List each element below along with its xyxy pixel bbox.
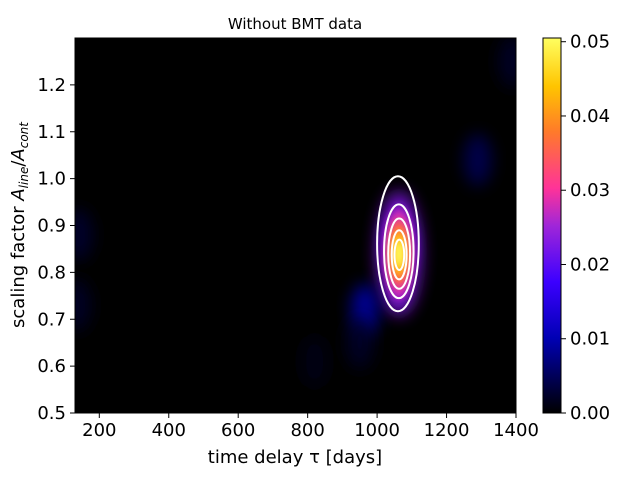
x-tick-label: 600 — [221, 420, 255, 441]
contour-line — [390, 229, 408, 281]
density-blob — [300, 335, 329, 388]
y-axis-ticks: 0.5 0.6 0.7 0.8 0.9 1.0 1.1 1.2 — [37, 75, 75, 424]
y-tick-label: 1.2 — [37, 75, 66, 96]
x-tick-label: 200 — [82, 420, 116, 441]
y-tick-label: 0.6 — [37, 356, 66, 377]
x-tick-label: 800 — [290, 420, 324, 441]
contour-line — [393, 238, 406, 272]
density-core — [393, 239, 404, 268]
contour-line — [383, 203, 415, 300]
colorbar-tick-label: 0.02 — [570, 254, 610, 275]
density-blob — [463, 133, 492, 186]
density-blob — [498, 38, 516, 88]
colorbar — [542, 37, 562, 414]
density-blob — [75, 208, 93, 261]
chart-title: Without BMT data — [228, 15, 362, 33]
y-tick-label: 1.1 — [37, 122, 66, 143]
density-blob — [345, 316, 374, 369]
y-tick-label: 0.8 — [37, 262, 66, 283]
colorbar-ticks: 0.00 0.01 0.02 0.03 0.04 0.05 — [561, 32, 610, 424]
y-tick-label: 0.9 — [37, 216, 66, 237]
density-blob — [75, 279, 91, 332]
x-tick-label: 1200 — [424, 420, 470, 441]
colorbar-tick-label: 0.05 — [570, 32, 610, 53]
colorbar-tick-label: 0.03 — [570, 180, 610, 201]
contour-lines — [376, 175, 420, 313]
y-tick-label: 0.7 — [37, 309, 66, 330]
x-axis-label: time delay τ [days] — [208, 447, 382, 468]
colorbar-tick-label: 0.04 — [570, 106, 610, 127]
x-tick-label: 400 — [152, 420, 186, 441]
x-tick-label: 1000 — [354, 420, 400, 441]
colorbar-tick-label: 0.00 — [570, 403, 610, 424]
y-tick-label: 0.5 — [37, 403, 66, 424]
y-tick-label: 1.0 — [37, 169, 66, 190]
plot-background — [75, 38, 516, 413]
x-tick-label: 1400 — [493, 420, 539, 441]
y-axis-label: scaling factor Aline/Acont — [8, 121, 31, 328]
colorbar-tick-label: 0.01 — [570, 329, 610, 350]
contour-line — [387, 217, 412, 290]
x-axis-ticks: 200 400 600 800 1000 1200 1400 — [82, 413, 539, 441]
contour-line — [376, 175, 420, 313]
